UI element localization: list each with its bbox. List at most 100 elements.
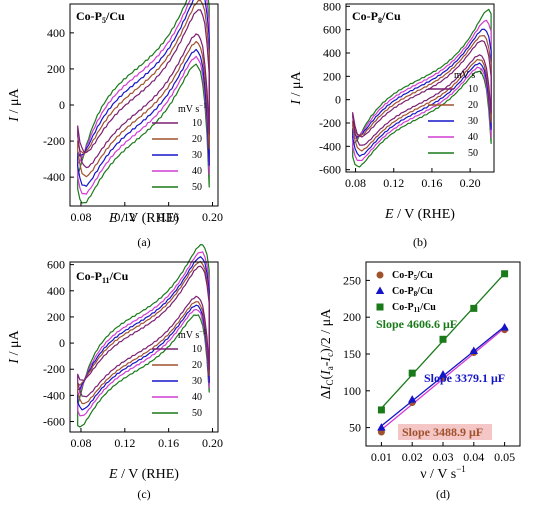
y-tick-label: -200 [319, 116, 341, 130]
y-label-symbol: I [7, 358, 22, 365]
y-label-unit: / μA [289, 71, 304, 100]
legend-marker [375, 286, 385, 294]
y-tick-label: -400 [43, 170, 65, 184]
y-tick-label: 100 [343, 384, 361, 398]
cv-loop-20 [77, 0, 210, 178]
legend-label: 20 [192, 360, 202, 371]
title-main: Co-P [352, 9, 378, 23]
y-tick-label: 600 [323, 23, 341, 37]
data-point [377, 423, 386, 431]
x-label-symbol: E [384, 207, 394, 222]
legend-label: 10 [192, 118, 202, 129]
y-tick-label: 400 [47, 26, 65, 40]
cv-loop-30 [77, 256, 210, 411]
panel-caption: (c) [137, 487, 150, 501]
x-tick-label: 0.16 [421, 176, 442, 190]
legend-label: 40 [468, 132, 478, 143]
legend-sub: 5 [414, 274, 418, 282]
cv-loop-40 [352, 19, 492, 162]
plot-frame [365, 261, 521, 447]
title-main: Co-P [76, 9, 102, 23]
legend-rest: /Cu [419, 302, 436, 313]
x-tick-label: 0.16 [158, 436, 179, 450]
x-tick-label: 0.08 [70, 210, 91, 224]
y-tick-label: -200 [43, 134, 65, 148]
legend-label: Co-P11/Cu [392, 302, 436, 314]
x-tick-label: 0.08 [70, 436, 91, 450]
y-tick-label: 200 [343, 310, 361, 324]
legend-title: mV s−1 [178, 102, 207, 115]
y-tick-label: 250 [343, 273, 361, 287]
cv-loop-10 [352, 40, 492, 146]
legend-title-sup: −1 [475, 68, 483, 76]
x-tick-label: 0.12 [383, 176, 404, 190]
y-tick-label: 0 [59, 336, 65, 350]
slope-highlight [398, 424, 492, 440]
cv-loop-10 [77, 265, 210, 398]
x-tick-label: 0.04 [463, 450, 484, 464]
y-tick-label: -400 [43, 388, 65, 402]
data-point [469, 346, 478, 355]
cv-loop-20 [77, 260, 210, 405]
x-tick-label: 0.03 [433, 450, 454, 464]
y-tick-label: -200 [43, 362, 65, 376]
title-main: Co-P [76, 269, 102, 283]
slope-label: Slope 3379.1 μF [424, 371, 505, 385]
cv-loop-10 [77, 9, 210, 169]
y-label-sub-c2: c [325, 353, 335, 357]
legend-title: mV s−1 [178, 328, 207, 341]
legend-title: mV s−1 [454, 68, 483, 81]
y-tick-label: 150 [343, 347, 361, 361]
x-axis-label: E / V (RHE) [108, 467, 179, 482]
data-point [408, 395, 417, 403]
x-tick-label: 0.20 [202, 436, 223, 450]
legend-sub: 11 [414, 306, 421, 314]
data-point [501, 270, 509, 278]
x-tick-label: 0.08 [345, 176, 366, 190]
legend-label: 20 [192, 134, 202, 145]
legend-label: 10 [192, 344, 202, 355]
panel-title: Co-P5/Cu [76, 9, 125, 25]
y-axis-label: I / μA [7, 330, 22, 365]
y-label-symbol: I [7, 116, 22, 123]
plot-frame [69, 261, 219, 433]
y-label-sub-c: C [325, 380, 335, 386]
legend-label: 40 [192, 392, 202, 403]
title-rest: /Cu [105, 9, 125, 23]
y-tick-label: 50 [349, 421, 361, 435]
y-tick-label: 800 [323, 0, 341, 13]
legend-label: 10 [468, 84, 478, 95]
y-tick-label: 200 [47, 310, 65, 324]
x-axis-label: ν / V s−1 [420, 464, 466, 482]
panel-caption: (b) [413, 235, 427, 249]
y-label-unit: / μA [7, 88, 22, 117]
cv-loop-40 [77, 0, 210, 195]
legend-title-main: mV s [178, 330, 199, 341]
title-sub: 11 [102, 276, 110, 285]
x-label-main: ν / V s [420, 467, 456, 482]
cv-loop-30 [77, 0, 210, 187]
legend-marker [376, 303, 384, 311]
legend-title-main: mV s [178, 104, 199, 115]
x-tick-label: 0.12 [114, 210, 135, 224]
cv-loop-20 [352, 34, 492, 152]
y-label-symbol: I [289, 99, 304, 106]
legend-marker [376, 271, 384, 279]
data-point [500, 323, 509, 331]
legend-title-sup: −1 [199, 102, 207, 110]
x-label-unit: / V (RHE) [118, 211, 180, 226]
y-label-unit: / μA [7, 330, 22, 359]
legend-label: 40 [192, 166, 202, 177]
y-label-sub-a: a [325, 366, 335, 370]
x-tick-label: 0.02 [402, 450, 423, 464]
data-point [470, 304, 478, 312]
data-point [439, 335, 447, 343]
x-tick-label: 0.05 [494, 450, 515, 464]
x-tick-label: 0.20 [202, 210, 223, 224]
y-label-delta: Δ [319, 390, 334, 399]
cv-loop-30 [352, 28, 492, 157]
legend-label: 30 [192, 376, 202, 387]
y-tick-label: -600 [43, 415, 65, 429]
y-label-tail: )/2 / μA [319, 308, 334, 353]
data-point [377, 406, 385, 414]
